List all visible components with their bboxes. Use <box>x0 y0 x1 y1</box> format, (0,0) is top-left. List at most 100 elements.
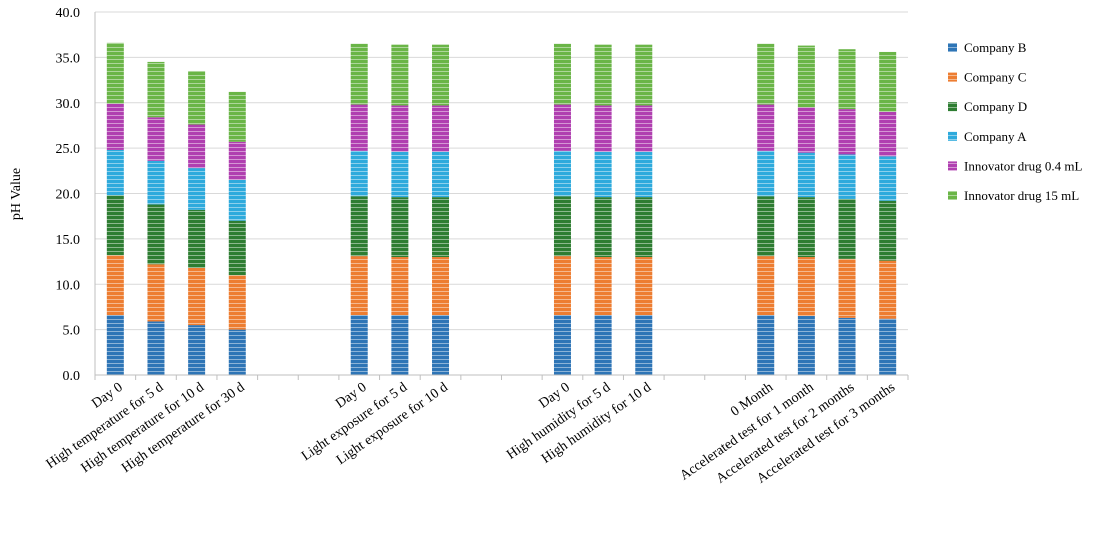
bar-segment <box>106 255 124 316</box>
bar-segment <box>350 196 368 257</box>
bar-segment <box>838 154 856 199</box>
bar-segment <box>757 104 775 151</box>
bar-segment <box>838 198 856 259</box>
bar-segment <box>147 117 165 161</box>
bar-segment <box>594 105 612 152</box>
bar-segment <box>147 264 165 322</box>
bar-segment <box>757 43 775 105</box>
bars <box>106 42 897 375</box>
y-tick-label: 25.0 <box>56 142 81 157</box>
bar-segment <box>635 197 653 258</box>
axes <box>94 12 909 380</box>
bar-segment <box>797 45 815 108</box>
legend-swatch <box>948 43 957 52</box>
bar-segment <box>553 43 571 105</box>
bar-segment <box>188 325 206 375</box>
bar-segment <box>350 150 368 197</box>
bar-segment <box>188 267 206 326</box>
bar-segment <box>391 257 409 316</box>
bar-segment <box>879 200 897 261</box>
bar-segment <box>553 104 571 151</box>
bar-segment <box>147 160 165 205</box>
bar-segment <box>350 256 368 316</box>
bar-segment <box>594 257 612 316</box>
bar-segment <box>432 257 450 316</box>
bar-segment <box>350 315 368 375</box>
bar-segment <box>838 317 856 375</box>
bar-segment <box>147 321 165 375</box>
bar-segment <box>391 44 409 106</box>
bar-segment <box>391 105 409 152</box>
bar-segment <box>188 70 206 125</box>
bar-segment <box>635 105 653 152</box>
bar-segment <box>228 275 246 330</box>
legend: Company B Company C Company D Company A Inno… <box>948 40 1082 203</box>
bar-segment <box>635 257 653 316</box>
bar-segment <box>106 195 124 256</box>
bar-segment <box>432 151 450 198</box>
bar-segment <box>350 104 368 151</box>
legend-swatch <box>948 161 957 171</box>
bar-segment <box>838 258 856 318</box>
bar-segment <box>879 156 897 201</box>
bar-segment <box>391 197 409 258</box>
bar-segment <box>432 315 450 375</box>
bar-segment <box>432 197 450 258</box>
bar-segment <box>228 91 246 142</box>
bar-segment <box>594 197 612 258</box>
y-tick-label: 30.0 <box>56 97 81 112</box>
legend-swatch <box>948 131 957 141</box>
bar-segment <box>188 124 206 169</box>
bar-segment <box>106 315 124 375</box>
bar-segment <box>879 318 897 375</box>
bar-segment <box>594 44 612 106</box>
bar-segment <box>838 109 856 155</box>
legend-label: Company A <box>964 129 1027 144</box>
bar-segment <box>106 42 124 104</box>
bar-segment <box>106 149 124 196</box>
legend-label: Company C <box>964 70 1026 85</box>
grid-lines <box>95 11 908 331</box>
bar-segment <box>797 107 815 153</box>
legend-swatch <box>948 72 957 82</box>
bar-segment <box>797 316 815 375</box>
bar-segment <box>797 257 815 317</box>
bar-segment <box>147 204 165 265</box>
bar-segment <box>188 168 206 210</box>
legend-label: Company B <box>964 40 1027 55</box>
bar-segment <box>879 260 897 319</box>
bar-segment <box>391 151 409 198</box>
y-tick-label: 0.0 <box>63 369 81 384</box>
bar-segment <box>879 111 897 157</box>
bar-segment <box>553 150 571 197</box>
bar-segment <box>594 151 612 198</box>
bar-segment <box>147 61 165 118</box>
legend-swatch <box>948 191 957 200</box>
bar-segment <box>391 315 409 375</box>
bar-segment <box>228 179 246 221</box>
bar-segment <box>188 209 206 268</box>
bar-segment <box>757 256 775 316</box>
bar-segment <box>838 49 856 110</box>
bar-segment <box>228 329 246 375</box>
legend-label: Company D <box>964 99 1027 114</box>
y-tick-label: 5.0 <box>63 324 81 339</box>
bar-segment <box>350 43 368 105</box>
bar-segment <box>228 141 246 180</box>
y-tick-label: 35.0 <box>56 51 81 66</box>
bar-segment <box>432 105 450 152</box>
bar-segment <box>757 315 775 375</box>
y-axis-label: pH Value <box>9 168 24 220</box>
legend-label: Innovator drug 0.4 mL <box>964 158 1082 173</box>
bar-segment <box>635 315 653 375</box>
bar-segment <box>553 315 571 375</box>
legend-swatch <box>948 102 957 112</box>
bar-segment <box>635 151 653 198</box>
legend-label: Innovator drug 15 mL <box>964 188 1079 203</box>
y-tick-label: 10.0 <box>56 278 81 293</box>
y-tick-label: 15.0 <box>56 233 81 248</box>
bar-segment <box>432 44 450 106</box>
bar-segment <box>635 44 653 106</box>
